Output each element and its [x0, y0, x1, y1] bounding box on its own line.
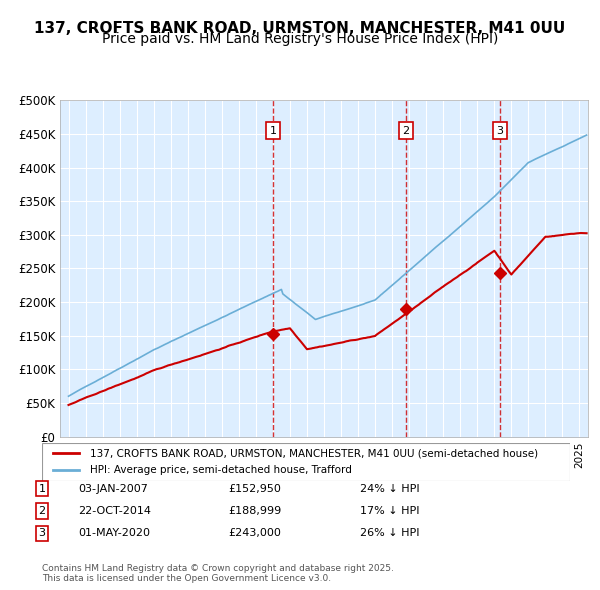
Text: 3: 3 [496, 126, 503, 136]
Text: 1: 1 [269, 126, 277, 136]
Text: Contains HM Land Registry data © Crown copyright and database right 2025.
This d: Contains HM Land Registry data © Crown c… [42, 563, 394, 583]
Text: 26% ↓ HPI: 26% ↓ HPI [360, 529, 419, 538]
Text: Price paid vs. HM Land Registry's House Price Index (HPI): Price paid vs. HM Land Registry's House … [102, 32, 498, 47]
FancyBboxPatch shape [42, 442, 570, 481]
Text: 3: 3 [38, 529, 46, 538]
Text: £243,000: £243,000 [228, 529, 281, 538]
Text: 1: 1 [38, 484, 46, 493]
Text: 137, CROFTS BANK ROAD, URMSTON, MANCHESTER, M41 0UU (semi-detached house): 137, CROFTS BANK ROAD, URMSTON, MANCHEST… [89, 448, 538, 458]
Text: HPI: Average price, semi-detached house, Trafford: HPI: Average price, semi-detached house,… [89, 465, 352, 475]
Text: 17% ↓ HPI: 17% ↓ HPI [360, 506, 419, 516]
Text: £152,950: £152,950 [228, 484, 281, 493]
Text: 03-JAN-2007: 03-JAN-2007 [78, 484, 148, 493]
Text: 01-MAY-2020: 01-MAY-2020 [78, 529, 150, 538]
Text: 2: 2 [402, 126, 409, 136]
Text: 22-OCT-2014: 22-OCT-2014 [78, 506, 151, 516]
Text: 2: 2 [38, 506, 46, 516]
Text: 24% ↓ HPI: 24% ↓ HPI [360, 484, 419, 493]
Text: 137, CROFTS BANK ROAD, URMSTON, MANCHESTER, M41 0UU: 137, CROFTS BANK ROAD, URMSTON, MANCHEST… [34, 21, 566, 35]
Text: £188,999: £188,999 [228, 506, 281, 516]
